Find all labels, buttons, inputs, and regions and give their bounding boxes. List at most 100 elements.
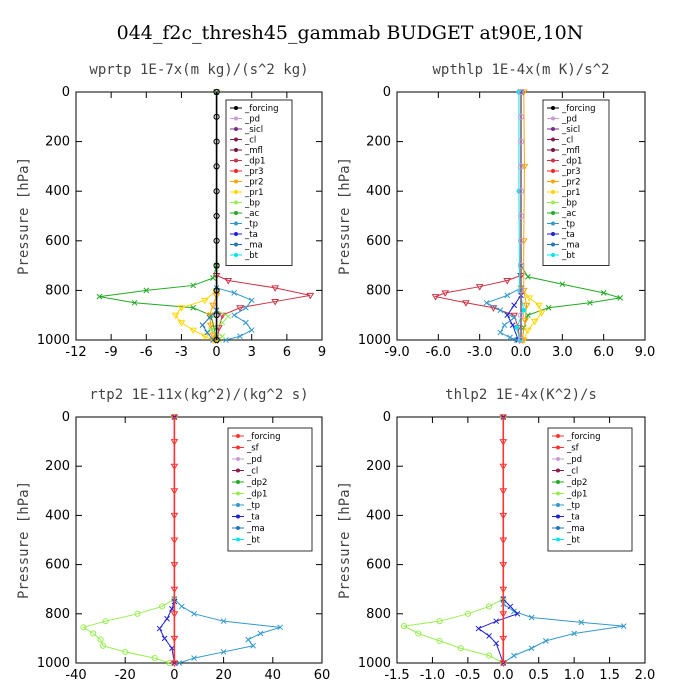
data-point xyxy=(489,305,498,312)
plot-frame xyxy=(75,416,323,664)
data-point xyxy=(486,652,493,659)
y-tick-label: 0 xyxy=(62,410,70,425)
data-point xyxy=(170,611,179,618)
legend-marker xyxy=(234,211,238,215)
y-tick-label: 1000 xyxy=(358,656,391,671)
legend-box xyxy=(227,427,313,552)
series-line xyxy=(433,92,522,341)
data-point xyxy=(215,325,223,332)
data-point xyxy=(475,625,482,632)
series-ta xyxy=(475,414,521,666)
legend-marker xyxy=(234,200,238,205)
legend-marker xyxy=(556,480,560,484)
y-tick-label: 200 xyxy=(366,459,391,474)
series-line xyxy=(485,92,522,341)
legend-entry: _ta xyxy=(566,513,580,523)
legend-marker xyxy=(556,468,560,473)
legend-marker xyxy=(556,503,560,507)
data-point xyxy=(190,304,196,311)
y-tick-label: 400 xyxy=(45,184,70,199)
legend-entry: _tp xyxy=(561,220,575,230)
data-point xyxy=(224,277,233,285)
y-axis-label: Pressure [hPa] xyxy=(16,481,32,599)
data-point xyxy=(617,294,624,301)
data-point xyxy=(507,603,514,610)
legend-marker xyxy=(236,514,240,519)
series-dp1 xyxy=(80,413,178,667)
data-point xyxy=(511,302,517,309)
y-tick-label: 600 xyxy=(366,234,391,249)
legend-entry: _bt xyxy=(246,536,261,546)
data-point xyxy=(499,512,508,520)
data-point xyxy=(102,618,109,625)
data-point xyxy=(464,610,471,617)
data-point xyxy=(213,138,220,145)
data-point xyxy=(99,642,107,649)
legend-entry: _ta xyxy=(561,230,575,240)
data-point xyxy=(519,89,528,96)
data-point xyxy=(509,322,516,328)
series-dp1 xyxy=(400,413,507,667)
data-point xyxy=(122,648,129,656)
y-tick-label: 800 xyxy=(45,607,70,622)
x-tick-label: -9.0 xyxy=(384,345,409,360)
data-point xyxy=(231,290,237,296)
x-tick-label: 0 xyxy=(170,668,178,683)
series-pr1 xyxy=(517,89,546,344)
x-tick-label: -3.0 xyxy=(467,345,492,360)
data-point xyxy=(131,299,138,306)
data-point xyxy=(499,463,508,471)
data-point xyxy=(191,655,197,661)
series-ac xyxy=(518,89,624,343)
data-point xyxy=(537,310,546,317)
x-tick-label: 3.0 xyxy=(552,345,573,360)
legend-marker xyxy=(236,434,240,438)
data-point xyxy=(503,277,512,285)
panel-title: rtp2 1E-11x(kg^2)/(kg^2 s) xyxy=(89,387,308,403)
legend-entry: _ac xyxy=(561,209,576,219)
legend-entry: _pr3 xyxy=(244,167,264,177)
y-tick-label: 800 xyxy=(366,283,391,298)
series-forcing xyxy=(499,414,508,667)
data-point xyxy=(457,645,464,652)
data-point xyxy=(516,188,522,194)
data-point xyxy=(213,237,220,244)
legend-marker xyxy=(236,526,240,530)
data-point xyxy=(151,654,158,662)
data-point xyxy=(578,619,585,626)
data-point xyxy=(620,623,627,629)
data-point xyxy=(213,163,220,170)
legend: _forcing _sf_pd _cl_dp2 _dp1_tp _ta_ma _bt xyxy=(227,427,313,552)
legend-entry: _ma xyxy=(566,524,585,534)
figure-title: 044_f2c_thresh45_gammab BUDGET at90E,10N xyxy=(116,22,584,44)
data-point xyxy=(511,314,517,321)
data-point xyxy=(245,636,252,643)
legend-entry: _forcing xyxy=(246,432,281,442)
data-point xyxy=(170,414,179,421)
legend-marker xyxy=(234,169,238,173)
data-point xyxy=(499,635,508,643)
data-point xyxy=(207,327,214,333)
data-point xyxy=(475,284,484,291)
legend-marker xyxy=(551,158,555,163)
data-point xyxy=(504,312,511,319)
legend-entry: _cl xyxy=(244,136,256,146)
legend-marker xyxy=(551,169,555,173)
data-point xyxy=(517,287,525,294)
data-point xyxy=(177,305,186,312)
x-tick-label: 3 xyxy=(248,345,256,360)
data-point xyxy=(431,294,440,301)
data-point xyxy=(213,287,220,294)
data-point xyxy=(545,304,552,311)
y-tick-label: 800 xyxy=(366,607,391,622)
panel-2: wpthlp 1E-4x(m K)/s^2 Pressure [hPa] -9.0 -… xyxy=(337,62,655,360)
data-point xyxy=(507,334,513,341)
data-point xyxy=(204,329,211,336)
data-point xyxy=(497,329,504,336)
legend-entry: _ac xyxy=(244,209,259,219)
legend-marker xyxy=(236,468,240,473)
legend-entry: _dp1 xyxy=(244,157,265,167)
x-tick-label: -3 xyxy=(175,345,188,360)
data-point xyxy=(170,562,179,569)
data-point xyxy=(97,636,104,643)
